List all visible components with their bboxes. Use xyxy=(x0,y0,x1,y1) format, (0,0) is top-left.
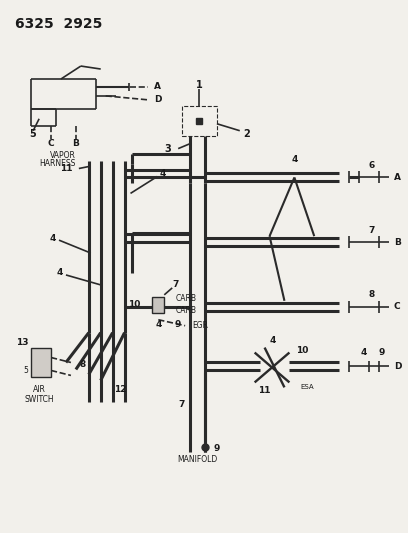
Text: A: A xyxy=(394,173,401,182)
Text: CARB: CARB xyxy=(175,294,196,303)
Text: 4: 4 xyxy=(57,269,63,278)
Text: 11: 11 xyxy=(258,386,271,395)
Text: 8: 8 xyxy=(80,360,86,369)
Text: AIR: AIR xyxy=(33,385,46,394)
Text: D: D xyxy=(154,95,162,104)
Text: 12: 12 xyxy=(114,385,127,394)
Text: 6: 6 xyxy=(369,161,375,170)
Text: 5: 5 xyxy=(23,366,28,375)
Text: B: B xyxy=(73,139,79,148)
Text: 11: 11 xyxy=(60,164,73,173)
Text: A: A xyxy=(154,83,161,92)
Text: 7: 7 xyxy=(179,400,185,409)
Text: 7: 7 xyxy=(172,280,178,289)
Text: CARB: CARB xyxy=(175,306,196,315)
Text: 8: 8 xyxy=(369,290,375,300)
Text: 10: 10 xyxy=(128,300,140,309)
Text: 4: 4 xyxy=(269,336,276,345)
Text: EGR: EGR xyxy=(192,321,208,330)
Text: 4: 4 xyxy=(155,320,162,329)
Text: 1: 1 xyxy=(196,80,202,90)
Text: D: D xyxy=(394,362,401,371)
Text: SWITCH: SWITCH xyxy=(24,395,54,404)
Text: 9: 9 xyxy=(379,348,385,357)
Text: MANIFOLD: MANIFOLD xyxy=(177,456,217,464)
Text: 7: 7 xyxy=(369,225,375,235)
Text: ESA: ESA xyxy=(300,384,314,390)
Text: 2: 2 xyxy=(243,128,250,139)
Text: VAPOR: VAPOR xyxy=(50,151,76,160)
Bar xyxy=(31,348,51,377)
Bar xyxy=(152,297,164,313)
Text: HARNESS: HARNESS xyxy=(40,159,76,168)
Text: 9: 9 xyxy=(214,443,220,453)
Bar xyxy=(182,106,217,136)
Text: 4: 4 xyxy=(159,169,166,178)
Text: 9: 9 xyxy=(175,320,182,329)
Text: C: C xyxy=(48,139,54,148)
Text: 5: 5 xyxy=(29,128,36,139)
Text: 6325  2925: 6325 2925 xyxy=(15,17,103,31)
Text: C: C xyxy=(394,302,400,311)
Text: 4: 4 xyxy=(50,233,56,243)
Text: B: B xyxy=(394,238,401,247)
Text: 10: 10 xyxy=(296,346,308,355)
Text: 3: 3 xyxy=(165,143,172,154)
Text: 13: 13 xyxy=(16,338,28,347)
Text: 4: 4 xyxy=(291,155,297,164)
Text: 4: 4 xyxy=(361,348,367,357)
